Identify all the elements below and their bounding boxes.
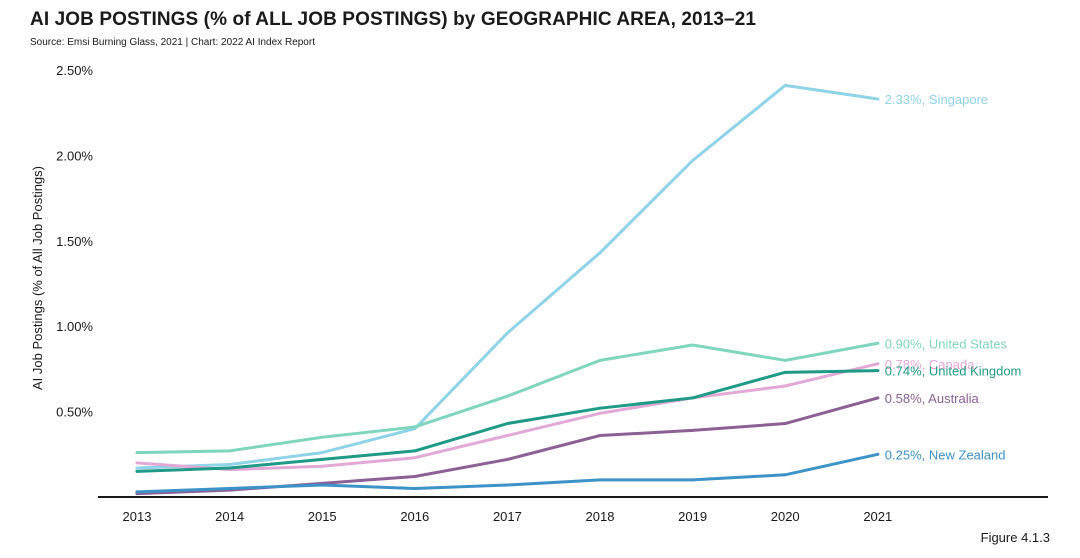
- data-point-united-kingdom: [783, 370, 787, 374]
- data-point-australia: [413, 475, 417, 479]
- x-tick-label: 2016: [400, 509, 429, 524]
- data-point-new-zealand: [783, 473, 787, 477]
- data-point-new-zealand: [228, 486, 232, 490]
- x-tick-label: 2013: [123, 509, 152, 524]
- data-point-united-states: [691, 343, 695, 347]
- figure-number: Figure 4.1.3: [980, 530, 1050, 545]
- chart-title: AI JOB POSTINGS (% of ALL JOB POSTINGS) …: [30, 9, 757, 30]
- data-point-united-states: [228, 449, 232, 453]
- data-point-canada: [783, 384, 787, 388]
- x-tick-label: 2014: [215, 509, 244, 524]
- data-point-canada: [876, 362, 880, 366]
- y-axis-label-group: AI Job Postings (% of All Job Postings): [30, 166, 45, 390]
- data-point-united-kingdom: [691, 396, 695, 400]
- data-point-united-states: [505, 394, 509, 398]
- data-point-australia: [876, 396, 880, 400]
- data-point-singapore: [783, 83, 787, 87]
- data-point-united-kingdom: [228, 466, 232, 470]
- data-point-canada: [598, 411, 602, 415]
- data-point-united-states: [598, 358, 602, 362]
- data-point-singapore: [505, 331, 509, 335]
- data-point-new-zealand: [691, 478, 695, 482]
- x-tick-label: 2015: [308, 509, 337, 524]
- data-point-australia: [505, 457, 509, 461]
- data-point-canada: [413, 456, 417, 460]
- x-tick-label: 2018: [586, 509, 615, 524]
- data-point-united-states: [320, 435, 324, 439]
- end-label-united-states: 0.90%, United States: [885, 336, 1008, 351]
- y-axis-label: AI Job Postings (% of All Job Postings): [30, 166, 45, 390]
- data-point-new-zealand: [320, 483, 324, 487]
- end-label-singapore: 2.33%, Singapore: [885, 92, 988, 107]
- y-tick-label: 0.50%: [56, 405, 93, 420]
- x-tick-label: 2017: [493, 509, 522, 524]
- data-point-singapore: [135, 466, 139, 470]
- x-tick-label: 2019: [678, 509, 707, 524]
- series-line-united-kingdom: [135, 369, 880, 473]
- x-tick-label: 2020: [771, 509, 800, 524]
- series-line-singapore: [135, 83, 880, 470]
- data-point-australia: [783, 422, 787, 426]
- data-point-united-kingdom: [505, 422, 509, 426]
- series-end-labels: 2.33%, Singapore 0.90%, United States 0.78…: [885, 92, 1022, 462]
- y-tick-label: 2.00%: [56, 148, 93, 163]
- data-point-singapore: [876, 97, 880, 101]
- data-point-canada: [135, 461, 139, 465]
- data-point-new-zealand: [135, 490, 139, 494]
- data-point-australia: [598, 434, 602, 438]
- data-point-united-states: [876, 341, 880, 345]
- data-point-united-states: [135, 451, 139, 455]
- data-point-australia: [691, 428, 695, 432]
- data-point-united-kingdom: [320, 457, 324, 461]
- series-lines: [135, 83, 880, 496]
- data-point-singapore: [228, 463, 232, 467]
- data-point-united-kingdom: [413, 449, 417, 453]
- y-tick-label: 2.50%: [56, 63, 93, 78]
- data-point-new-zealand: [876, 452, 880, 456]
- data-point-singapore: [691, 159, 695, 163]
- data-point-new-zealand: [413, 486, 417, 490]
- data-point-united-kingdom: [876, 369, 880, 373]
- chart-subtitle: Source: Emsi Burning Glass, 2021 | Chart…: [30, 37, 315, 48]
- end-label-united-kingdom: 0.74%, United Kingdom: [885, 364, 1022, 379]
- y-axis-ticks: 0.50% 1.00% 1.50% 2.00% 2.50%: [56, 63, 93, 420]
- y-tick-label: 1.50%: [56, 234, 93, 249]
- data-point-canada: [320, 464, 324, 468]
- data-point-singapore: [598, 251, 602, 255]
- data-point-canada: [505, 434, 509, 438]
- y-tick-label: 1.00%: [56, 319, 93, 334]
- series-line-canada: [135, 362, 880, 472]
- end-label-canada: 0.78%, Canada: [885, 357, 975, 372]
- data-point-new-zealand: [505, 483, 509, 487]
- data-point-united-states: [413, 425, 417, 429]
- end-label-new-zealand: 0.25%, New Zealand: [885, 447, 1006, 462]
- data-point-united-kingdom: [135, 469, 139, 473]
- series-line-australia: [135, 396, 880, 496]
- data-point-united-states: [783, 358, 787, 362]
- end-label-australia: 0.58%, Australia: [885, 391, 980, 406]
- data-point-singapore: [320, 451, 324, 455]
- data-point-new-zealand: [598, 478, 602, 482]
- x-tick-label: 2021: [863, 509, 892, 524]
- x-axis-ticks: 2013 2014 2015 2016 2017 2018 2019 2020 2021: [123, 509, 893, 524]
- data-point-united-kingdom: [598, 406, 602, 410]
